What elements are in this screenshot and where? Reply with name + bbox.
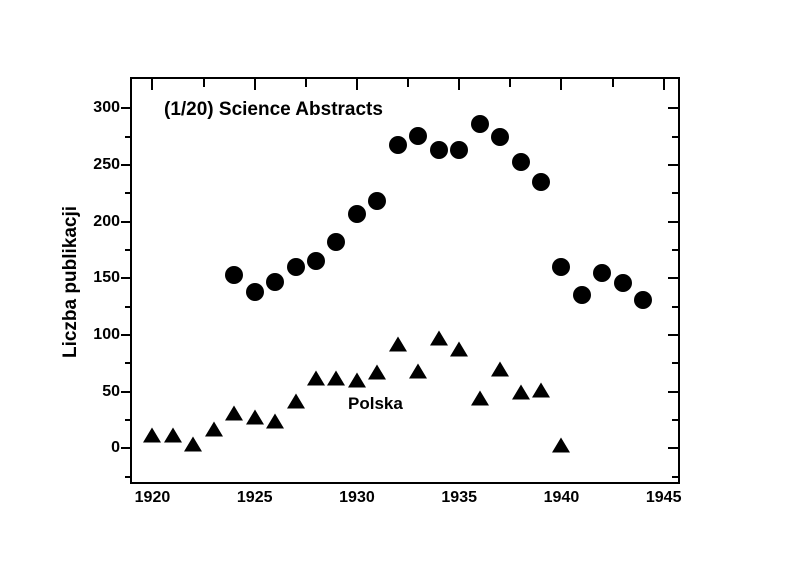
data-point-circle	[368, 192, 387, 211]
data-point-triangle	[511, 384, 530, 400]
y-major-tick	[121, 447, 131, 450]
data-point-triangle	[163, 427, 182, 443]
x-major-tick	[662, 79, 665, 90]
y-major-tick-right	[668, 333, 678, 336]
data-point-triangle	[552, 437, 571, 453]
data-point-triangle	[327, 370, 346, 386]
y-major-tick	[121, 107, 131, 110]
y-major-tick	[121, 163, 131, 166]
y-major-tick	[121, 277, 131, 280]
data-point-circle	[286, 257, 305, 276]
x-minor-tick	[202, 79, 205, 87]
y-major-tick-right	[668, 447, 678, 450]
x-major-tick	[355, 79, 358, 90]
y-minor-tick-right	[672, 248, 678, 251]
data-point-triangle	[307, 370, 326, 386]
data-point-triangle	[368, 364, 387, 380]
data-point-triangle	[450, 341, 469, 357]
data-point-triangle	[286, 393, 305, 409]
data-point-circle	[429, 141, 448, 160]
data-point-triangle	[531, 382, 550, 398]
data-point-circle	[491, 127, 510, 146]
data-point-triangle	[491, 361, 510, 377]
y-major-tick	[121, 333, 131, 336]
y-major-tick	[121, 220, 131, 223]
data-point-circle	[450, 141, 469, 160]
x-tick-label: 1930	[339, 489, 375, 506]
y-major-tick	[121, 390, 131, 393]
data-point-circle	[593, 263, 612, 282]
y-minor-tick	[125, 418, 131, 421]
x-minor-tick	[407, 79, 410, 87]
y-minor-tick	[125, 192, 131, 195]
data-point-triangle	[429, 330, 448, 346]
y-tick-label: 200	[93, 212, 120, 230]
y-tick-label: 250	[93, 155, 120, 173]
data-point-triangle	[409, 363, 428, 379]
data-point-circle	[511, 152, 530, 171]
y-minor-tick	[125, 475, 131, 478]
y-tick-label: 50	[102, 382, 120, 400]
y-major-tick-right	[668, 107, 678, 110]
data-point-triangle	[184, 436, 203, 452]
y-major-tick-right	[668, 390, 678, 393]
x-tick-label: 1935	[441, 489, 477, 506]
data-point-triangle	[204, 421, 223, 437]
data-point-circle	[307, 252, 326, 271]
data-point-circle	[245, 282, 264, 301]
data-point-triangle	[388, 336, 407, 352]
x-major-tick	[458, 79, 461, 90]
data-point-triangle	[347, 372, 366, 388]
y-tick-label: 300	[93, 99, 120, 117]
y-minor-tick-right	[672, 418, 678, 421]
data-point-triangle	[245, 409, 264, 424]
data-point-triangle	[470, 390, 489, 406]
data-point-circle	[266, 272, 285, 291]
x-minor-tick	[509, 79, 512, 87]
data-point-circle	[470, 115, 489, 134]
data-point-circle	[388, 135, 407, 154]
y-major-tick-right	[668, 277, 678, 280]
y-tick-label: 0	[111, 439, 120, 457]
x-major-tick	[253, 79, 256, 90]
data-point-circle	[225, 265, 244, 284]
data-point-circle	[327, 233, 346, 252]
x-major-tick	[151, 79, 154, 90]
y-major-tick-right	[668, 220, 678, 223]
data-point-triangle	[266, 413, 285, 429]
y-minor-tick	[125, 362, 131, 365]
y-tick-label: 150	[93, 269, 120, 287]
data-point-circle	[409, 126, 428, 145]
y-minor-tick-right	[672, 135, 678, 138]
y-major-tick-right	[668, 163, 678, 166]
y-tick-label: 100	[93, 325, 120, 343]
data-point-circle	[531, 172, 550, 191]
data-point-circle	[572, 286, 591, 305]
x-tick-label: 1920	[134, 489, 171, 506]
y-minor-tick-right	[672, 305, 678, 308]
y-minor-tick	[125, 135, 131, 138]
y-minor-tick-right	[672, 192, 678, 195]
x-major-tick	[560, 79, 563, 90]
y-minor-tick	[125, 248, 131, 251]
data-point-circle	[552, 257, 571, 276]
x-minor-tick	[304, 79, 307, 87]
x-tick-label: 1940	[543, 489, 580, 506]
y-minor-tick-right	[672, 475, 678, 478]
data-point-triangle	[225, 405, 244, 421]
series-label-polska: Polska	[348, 394, 403, 413]
series-label-science-abstracts: (1/20) Science Abstracts	[164, 99, 383, 120]
data-point-circle	[613, 273, 632, 292]
data-point-triangle	[143, 427, 162, 443]
data-point-circle	[634, 290, 653, 309]
y-minor-tick-right	[672, 362, 678, 365]
x-tick-label: 1945	[645, 489, 682, 506]
data-point-circle	[347, 204, 366, 223]
x-minor-tick	[611, 79, 614, 87]
x-tick-label: 1925	[236, 489, 273, 506]
y-minor-tick	[125, 305, 131, 308]
